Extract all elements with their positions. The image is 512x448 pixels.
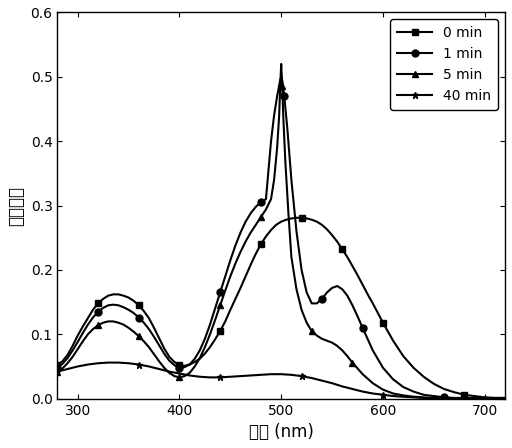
40 min xyxy=(207,375,213,380)
40 min xyxy=(411,395,417,400)
0 min xyxy=(492,395,498,401)
X-axis label: 波长 (nm): 波长 (nm) xyxy=(249,423,314,441)
1 min xyxy=(151,334,157,340)
Line: 40 min: 40 min xyxy=(54,359,508,401)
40 min xyxy=(339,384,345,389)
40 min xyxy=(238,374,244,379)
40 min xyxy=(370,391,376,396)
40 min xyxy=(125,361,132,366)
5 min xyxy=(431,395,437,401)
0 min xyxy=(131,298,137,303)
40 min xyxy=(136,362,142,367)
40 min xyxy=(441,395,447,401)
40 min xyxy=(197,374,203,379)
1 min xyxy=(212,306,218,311)
1 min xyxy=(451,395,457,401)
40 min xyxy=(85,362,91,367)
40 min xyxy=(105,360,111,365)
5 min xyxy=(232,261,239,266)
40 min xyxy=(248,373,254,378)
40 min xyxy=(482,395,488,401)
40 min xyxy=(502,395,508,401)
1 min xyxy=(54,365,60,370)
40 min xyxy=(268,371,274,377)
1 min xyxy=(277,78,283,83)
40 min xyxy=(329,380,335,386)
Line: 5 min: 5 min xyxy=(54,60,508,401)
40 min xyxy=(288,372,294,378)
Line: 0 min: 0 min xyxy=(54,214,508,401)
5 min xyxy=(278,61,284,67)
40 min xyxy=(472,395,478,401)
40 min xyxy=(227,374,233,379)
Legend: 0 min, 1 min, 5 min, 40 min: 0 min, 1 min, 5 min, 40 min xyxy=(390,19,498,110)
40 min xyxy=(65,366,71,372)
40 min xyxy=(75,364,81,369)
40 min xyxy=(359,389,366,394)
40 min xyxy=(380,392,386,397)
40 min xyxy=(461,395,467,401)
40 min xyxy=(54,369,60,374)
1 min xyxy=(329,285,335,291)
40 min xyxy=(258,372,264,378)
40 min xyxy=(278,371,284,377)
5 min xyxy=(54,369,60,374)
40 min xyxy=(400,394,407,400)
40 min xyxy=(319,378,325,383)
0 min xyxy=(502,395,508,401)
40 min xyxy=(166,369,173,374)
Y-axis label: 吸收强度: 吸收强度 xyxy=(7,185,25,225)
40 min xyxy=(431,395,437,401)
5 min xyxy=(304,320,310,325)
0 min xyxy=(186,362,193,367)
0 min xyxy=(212,337,218,342)
1 min xyxy=(502,395,508,401)
0 min xyxy=(293,215,300,220)
0 min xyxy=(181,363,187,369)
40 min xyxy=(309,375,315,381)
Line: 1 min: 1 min xyxy=(54,73,508,401)
5 min xyxy=(280,113,286,118)
40 min xyxy=(186,373,193,378)
40 min xyxy=(146,364,152,369)
0 min xyxy=(54,362,60,368)
40 min xyxy=(349,386,355,392)
1 min xyxy=(161,351,167,356)
40 min xyxy=(298,374,305,379)
5 min xyxy=(288,254,294,260)
40 min xyxy=(115,360,121,365)
40 min xyxy=(420,395,426,401)
40 min xyxy=(95,361,101,366)
5 min xyxy=(420,395,426,400)
40 min xyxy=(390,393,396,399)
0 min xyxy=(222,319,228,324)
5 min xyxy=(502,395,508,401)
1 min xyxy=(217,290,223,295)
40 min xyxy=(492,395,498,401)
40 min xyxy=(451,395,457,401)
40 min xyxy=(177,371,183,376)
5 min xyxy=(279,84,285,89)
0 min xyxy=(268,227,274,233)
40 min xyxy=(217,375,223,380)
40 min xyxy=(156,366,162,372)
1 min xyxy=(278,74,284,79)
